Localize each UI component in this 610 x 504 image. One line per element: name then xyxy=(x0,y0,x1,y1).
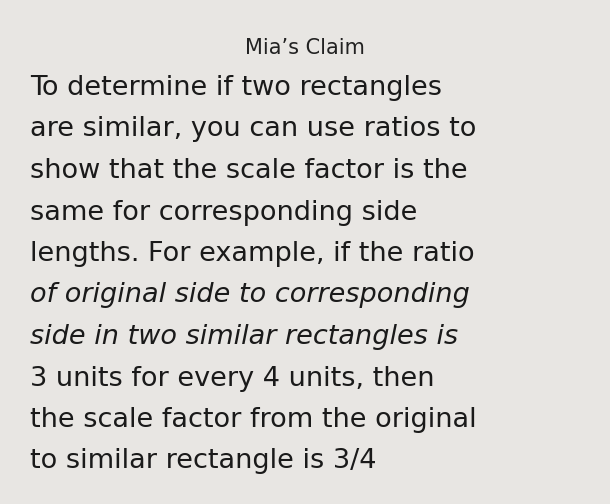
Text: same for corresponding side: same for corresponding side xyxy=(30,200,417,225)
Text: side in two similar rectangles is: side in two similar rectangles is xyxy=(30,324,458,350)
Text: To determine if two rectangles: To determine if two rectangles xyxy=(30,75,442,101)
Text: are similar, you can use ratios to: are similar, you can use ratios to xyxy=(30,116,476,143)
Text: lengths. For example, if the ratio: lengths. For example, if the ratio xyxy=(30,241,475,267)
Text: the scale factor from the original: the scale factor from the original xyxy=(30,407,476,433)
Text: to similar rectangle is 3/4: to similar rectangle is 3/4 xyxy=(30,449,376,474)
Text: show that the scale factor is the: show that the scale factor is the xyxy=(30,158,468,184)
Text: 3 units for every 4 units, then: 3 units for every 4 units, then xyxy=(30,365,434,392)
Text: Mia’s Claim: Mia’s Claim xyxy=(245,38,365,58)
Text: of original side to corresponding: of original side to corresponding xyxy=(30,283,470,308)
